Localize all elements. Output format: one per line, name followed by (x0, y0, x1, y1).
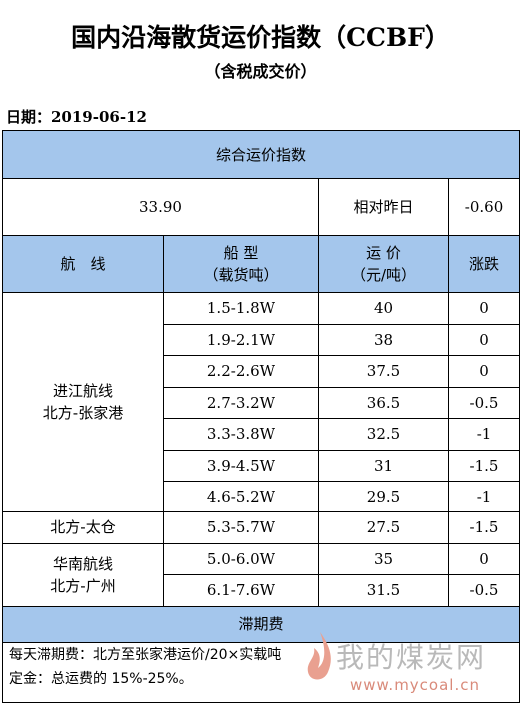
table-row: 2.7-3.2W 36.5 -0.5 (3, 386, 521, 419)
table-row: 华南航线 北方-广州 5.0-6.0W 35 0 (2, 542, 521, 607)
notes: 每天滞期费：北方至张家港运价/20×实载吨 定金：总运费的 15%-25%。 (1, 641, 521, 703)
change: 0 (447, 292, 521, 325)
cell-line: 北方-张家港 (42, 404, 124, 422)
cell-line: 华南航线 (52, 554, 113, 573)
table-row: 3.3-3.8W 32.5 -1 (3, 418, 521, 451)
ship-size: 1.9-2.1W (163, 323, 319, 356)
change: 0 (447, 323, 521, 356)
freight-rate: 35 (318, 542, 449, 575)
cell-line: 北方-太仓 (50, 518, 116, 537)
change: 0 (447, 542, 521, 575)
cell-line: 每天滞期费：北方至张家港运价/20×实载吨 (9, 646, 282, 663)
table-row: 4.6-5.2W 29.5 -1 (3, 481, 521, 512)
freight-rate: 40 (318, 292, 449, 325)
demurrage-title: 滞期费 (1, 605, 521, 643)
change: 0 (447, 355, 521, 388)
table-row: 进江航线 北方-张家港 1.5-1.8W 40 0 (2, 292, 521, 512)
cell-line: 航 线 (60, 255, 106, 273)
change: -1 (447, 481, 521, 512)
cell-line: 运 价 (366, 244, 401, 262)
index-title: 综合运价指数 (1, 130, 521, 179)
column-header: 运 价 （元/吨） (318, 235, 449, 293)
table-row: 滞期费 (1, 605, 521, 643)
title: 国内沿海散货运价指数（CCBF） (71, 23, 450, 52)
change: -0.5 (447, 574, 521, 607)
freight-rate: 37.5 (318, 355, 449, 388)
freight-rate: 27.5 (318, 511, 449, 544)
table-row: 6.1-7.6W 31.5 -0.5 (3, 574, 521, 607)
change: -0.5 (447, 386, 521, 419)
ship-size: 2.2-2.6W (163, 355, 319, 388)
cell-line: （载货吨） (203, 266, 279, 284)
freight-rate: 32.5 (318, 418, 449, 451)
cell-line: 北方-广州 (50, 576, 116, 595)
column-header: 航 线 (2, 235, 164, 293)
date: 日期：2019-06-12 (6, 108, 147, 126)
subtitle: （含税成交价） (204, 62, 317, 81)
ship-size: 5.0-6.0W (163, 542, 319, 575)
cell-line: 船 型 (223, 244, 259, 262)
ship-size: 2.7-3.2W (163, 386, 319, 419)
route: 华南航线北方-广州 (2, 542, 164, 607)
table-row: 1.9-2.1W 38 0 (3, 323, 521, 356)
freight-rate: 31 (318, 449, 449, 482)
change-label: 相对昨日 (318, 178, 449, 236)
cell-line: 涨跌 (469, 255, 500, 273)
column-header: 船 型 （载货吨） (163, 235, 319, 293)
route: 北方-太仓 (2, 511, 164, 544)
cell-line: 定金：总运费的 15%-25%。 (9, 670, 193, 687)
change-value: -0.60 (447, 178, 521, 236)
cell-line: 进江航线 (52, 382, 113, 400)
freight-rate: 29.5 (318, 481, 449, 512)
column-header: 涨跌 (447, 235, 521, 293)
freight-rate: 31.5 (318, 574, 449, 607)
change: -1 (447, 418, 521, 451)
table-row: 航 线 船 型 （载货吨） 运 价 （元/吨） 涨跌 (2, 235, 521, 293)
table-row: 北方-太仓 5.3-5.7W 27.5 -1.5 (2, 511, 521, 544)
table-row: 综合运价指数 (1, 130, 521, 179)
ship-size: 3.3-3.8W (163, 418, 319, 451)
ship-size: 3.9-4.5W (163, 449, 319, 482)
change: -1.5 (447, 511, 521, 544)
freight-rate: 36.5 (318, 386, 449, 419)
ship-size: 6.1-7.6W (163, 574, 319, 607)
freight-table: 综合运价指数 33.90 相对昨日 -0.60 航 线 船 型 （载货吨） 运 价 （元/吨） 涨… (1, 130, 521, 703)
cell-line: （元/吨） (350, 266, 417, 284)
index-value: 33.90 (2, 178, 319, 236)
table-row: 33.90 相对昨日 -0.60 (2, 178, 521, 236)
route: 进江航线北方-张家港 (2, 292, 164, 512)
ship-size: 4.6-5.2W (163, 481, 319, 512)
change: -1.5 (447, 449, 521, 482)
ship-size: 1.5-1.8W (163, 292, 319, 325)
ship-size: 5.3-5.7W (163, 511, 319, 544)
freight-rate: 38 (318, 323, 449, 356)
table-row: 每天滞期费：北方至张家港运价/20×实载吨 定金：总运费的 15%-25%。 (1, 641, 521, 703)
